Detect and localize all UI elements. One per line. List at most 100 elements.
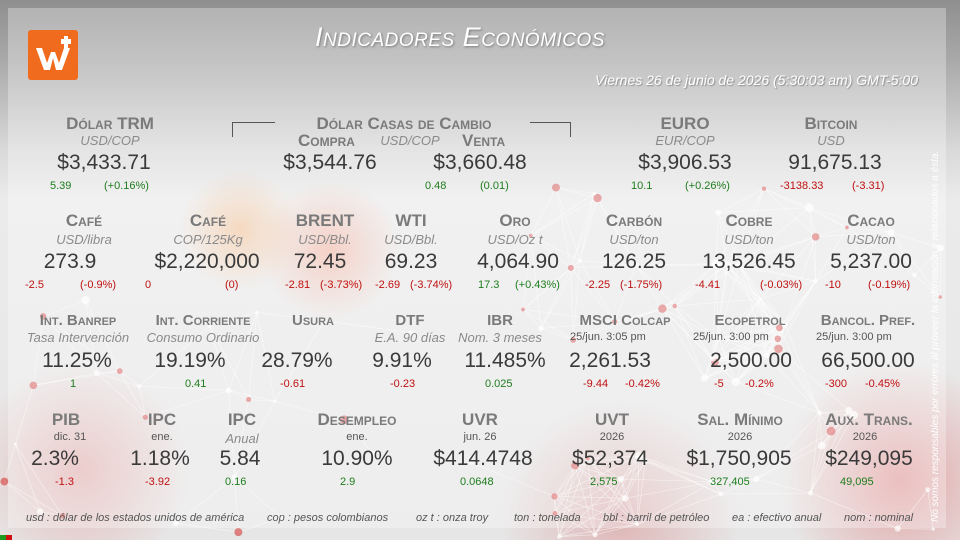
network-node bbox=[817, 410, 823, 416]
row2-title: Cobre bbox=[725, 211, 773, 230]
row3-sub: Consumo Ordinario bbox=[146, 330, 260, 345]
network-node bbox=[246, 396, 252, 403]
network-node bbox=[612, 319, 618, 325]
network-line bbox=[808, 207, 816, 282]
network-line bbox=[587, 457, 622, 480]
network-line bbox=[574, 465, 638, 525]
row2-title: BRENT bbox=[295, 211, 355, 230]
network-line bbox=[471, 462, 555, 497]
network-node bbox=[137, 384, 142, 389]
network-line bbox=[712, 338, 719, 359]
network-line bbox=[735, 355, 767, 383]
network-node bbox=[277, 514, 285, 521]
network-line bbox=[559, 497, 626, 537]
row2-delta: -4.41 bbox=[695, 279, 721, 291]
network-line bbox=[530, 197, 598, 236]
euro-value: $3,906.53 bbox=[638, 151, 732, 174]
row2-value: 13,526.45 bbox=[702, 250, 796, 273]
row3-title: MSCI Colcap bbox=[579, 312, 671, 329]
row4-title: PIB bbox=[51, 410, 81, 429]
network-line bbox=[614, 308, 663, 323]
network-line bbox=[96, 372, 140, 387]
network-line bbox=[635, 265, 663, 309]
network-node bbox=[826, 426, 836, 436]
network-line bbox=[739, 264, 786, 325]
network-line bbox=[572, 260, 581, 340]
network-line bbox=[4, 443, 16, 482]
network-line bbox=[522, 235, 532, 310]
network-line bbox=[726, 188, 765, 266]
network-line bbox=[645, 460, 714, 483]
network-line bbox=[819, 410, 849, 414]
bracket-left bbox=[232, 122, 275, 137]
trm-value: $3,433.71 bbox=[57, 151, 151, 174]
network-node bbox=[538, 325, 544, 332]
network-node bbox=[36, 508, 44, 515]
row4-title: Sal. Mínimo bbox=[697, 410, 783, 429]
network-node bbox=[700, 374, 708, 382]
euro-delta: 10.1 bbox=[631, 180, 653, 192]
network-line bbox=[42, 316, 120, 372]
row3-title: Bancol. Pref. bbox=[820, 312, 916, 329]
network-node bbox=[39, 313, 47, 320]
network-line bbox=[234, 399, 249, 478]
network-node bbox=[775, 324, 783, 332]
row4-delta: 2,575 bbox=[590, 476, 618, 488]
network-line bbox=[554, 513, 596, 536]
row4-sub: jun. 26 bbox=[463, 431, 497, 443]
row2-value: 126.25 bbox=[601, 250, 667, 273]
row2-pct: (-0.19%) bbox=[868, 279, 911, 291]
row4-title: Desempleo bbox=[317, 410, 397, 429]
network-line bbox=[635, 264, 676, 307]
network-line bbox=[559, 465, 576, 537]
network-line bbox=[620, 460, 646, 480]
network-node bbox=[763, 352, 770, 359]
row2-delta: -2.25 bbox=[585, 279, 611, 291]
network-node bbox=[29, 381, 38, 390]
network-node bbox=[887, 229, 895, 236]
network-line bbox=[637, 493, 721, 525]
bitcoin-unit: USD bbox=[817, 133, 845, 148]
bitcoin-value: 91,675.13 bbox=[788, 151, 882, 174]
network-node bbox=[782, 322, 788, 328]
row3-sub: Tasa Intervención bbox=[26, 330, 130, 345]
casas-venta-value: $3,660.48 bbox=[433, 151, 527, 174]
network-line bbox=[175, 522, 239, 533]
network-line bbox=[15, 443, 63, 516]
network-line bbox=[587, 458, 596, 535]
network-line bbox=[554, 513, 638, 525]
network-line bbox=[234, 401, 275, 478]
network-line bbox=[927, 489, 934, 530]
network-line bbox=[756, 445, 822, 480]
network-line bbox=[624, 455, 640, 499]
network-line bbox=[815, 227, 848, 282]
network-line bbox=[139, 325, 210, 387]
row2-delta: -2.81 bbox=[285, 279, 311, 291]
row4-delta: 327,405 bbox=[710, 476, 750, 488]
network-line bbox=[760, 298, 780, 329]
network-line bbox=[760, 236, 816, 300]
network-line bbox=[594, 498, 626, 536]
bitcoin-title: Bitcoin bbox=[804, 114, 858, 133]
network-line bbox=[674, 264, 740, 307]
network-line bbox=[228, 312, 258, 391]
row2-unit: USD/ton bbox=[724, 232, 774, 247]
row2-value: 273.9 bbox=[43, 250, 97, 273]
network-line bbox=[727, 264, 816, 282]
network-node bbox=[642, 458, 648, 465]
network-node bbox=[817, 441, 826, 450]
network-line bbox=[209, 326, 229, 391]
network-line bbox=[579, 260, 637, 266]
network-line bbox=[810, 412, 820, 494]
row4-value: 1.18% bbox=[130, 447, 190, 470]
row4-value: $1,750,905 bbox=[686, 447, 792, 470]
row2-pct: (-0.03%) bbox=[760, 279, 803, 291]
row4-sub: dic. 31 bbox=[53, 431, 87, 443]
network-line bbox=[559, 478, 622, 537]
network-line bbox=[540, 267, 572, 329]
network-line bbox=[720, 478, 757, 495]
network-node bbox=[617, 475, 625, 483]
footer-cop: cop : pesos colombianos bbox=[267, 512, 389, 524]
row4-value: 10.90% bbox=[321, 447, 393, 470]
row2-delta: -10 bbox=[825, 279, 841, 291]
